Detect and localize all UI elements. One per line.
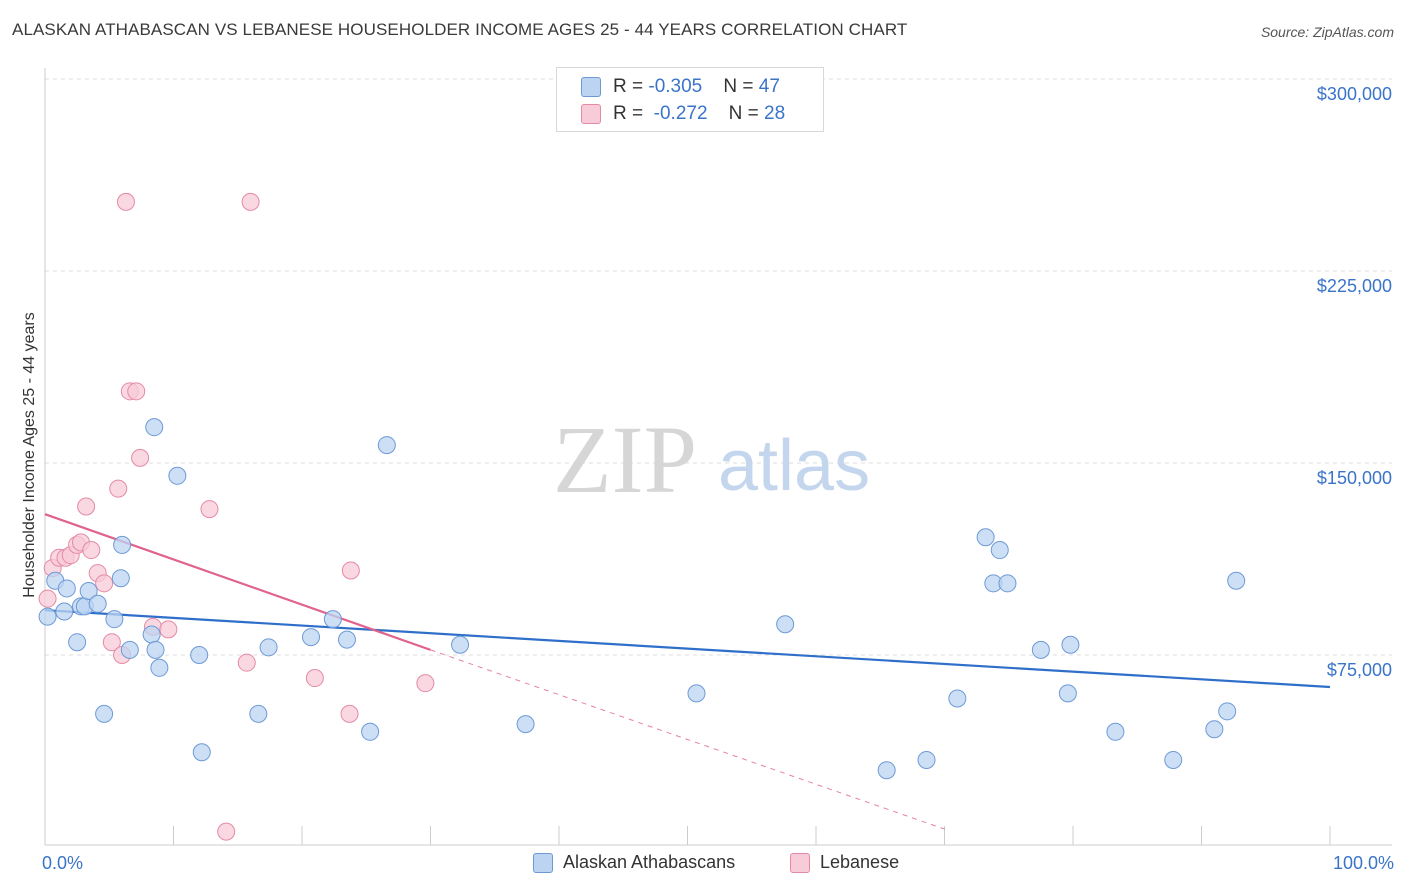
point-alaskan-athabascans [95,704,114,723]
point-lebanese [340,704,359,723]
data-points [38,192,1246,841]
point-alaskan-athabascans [142,625,161,644]
point-alaskan-athabascans [917,750,936,769]
trend-line-lebanese-extrapolated [430,649,945,830]
point-lebanese [102,633,121,652]
point-alaskan-athabascans [145,418,164,437]
point-alaskan-athabascans [150,658,169,677]
correlation-legend: R = -0.305 N = 47 R = -0.272 N = 28 [556,67,824,132]
watermark-zip: ZIP [553,406,697,513]
point-alaskan-athabascans [1218,702,1237,721]
legend-swatch-blue [581,77,601,97]
point-alaskan-athabascans [687,684,706,703]
point-lebanese [116,192,135,211]
point-alaskan-athabascans [1106,722,1125,741]
point-lebanese [200,500,219,519]
point-alaskan-athabascans [190,646,209,664]
legend-r-value: -0.272 [653,103,708,124]
bottom-legend-label-blue: Alaskan Athabascans [563,852,736,872]
point-alaskan-athabascans [1205,720,1224,739]
point-lebanese [159,620,178,639]
point-alaskan-athabascans [976,528,995,547]
point-lebanese [217,822,236,841]
trend-lines [44,513,1331,830]
point-alaskan-athabascans [249,704,268,723]
point-alaskan-athabascans [451,635,470,654]
point-alaskan-athabascans [301,628,320,647]
point-alaskan-athabascans [105,610,124,629]
watermark-atlas: atlas [718,426,870,506]
x-tick-label: 0.0% [42,853,83,873]
point-alaskan-athabascans [55,602,74,621]
point-lebanese [77,497,96,516]
point-alaskan-athabascans [146,640,165,659]
point-alaskan-athabascans [1058,684,1077,703]
point-alaskan-athabascans [948,689,967,708]
bottom-legend-swatch-pink [790,853,810,873]
legend-n-label: N = [723,76,759,97]
trend-line-alaskan-athabascans [44,609,1331,689]
x-tick-label: 100.0% [1333,853,1394,873]
trend-line-lebanese [44,513,431,651]
legend-n-label: N = [728,103,765,124]
point-lebanese [416,674,435,693]
point-lebanese [131,448,150,467]
point-alaskan-athabascans [361,722,380,741]
legend-swatch-pink [581,104,601,124]
point-lebanese [38,589,57,608]
point-lebanese [341,561,360,580]
watermark: ZIP atlas [553,406,870,513]
point-alaskan-athabascans [68,633,87,652]
chart-title: ALASKAN ATHABASCAN VS LEBANESE HOUSEHOLD… [12,20,908,39]
point-alaskan-athabascans [1227,571,1246,590]
point-alaskan-athabascans [877,761,896,780]
point-alaskan-athabascans [88,594,107,613]
point-alaskan-athabascans [337,630,356,649]
tick-labels: $75,000 $150,000 $225,000 $300,000 0.0% 100.0… [42,84,1394,873]
y-tick-label: $75,000 [1327,660,1392,680]
legend-n-value: 47 [758,76,780,97]
axes [44,68,1392,846]
point-alaskan-athabascans [38,607,57,626]
point-alaskan-athabascans [111,569,130,588]
point-alaskan-athabascans [57,579,76,598]
bottom-legend-label-pink: Lebanese [820,852,900,872]
point-lebanese [241,192,260,211]
legend-r-label: R = [613,76,649,97]
point-alaskan-athabascans [1061,635,1080,654]
point-alaskan-athabascans [192,743,211,762]
grid-lines [45,78,1392,656]
point-lebanese [127,382,146,401]
legend-n-value: 28 [764,103,786,124]
y-tick-label: $225,000 [1317,276,1392,296]
point-alaskan-athabascans [377,436,396,455]
point-alaskan-athabascans [776,615,795,634]
point-alaskan-athabascans [79,582,98,600]
point-alaskan-athabascans [516,715,535,734]
legend-text-pink: R = -0.272 N = 28 [613,103,785,125]
point-alaskan-athabascans [1031,640,1050,659]
point-lebanese [82,541,101,560]
point-lebanese [305,669,324,688]
source-label: Source: ZipAtlas.com [1260,24,1394,40]
legend-text-blue: R = -0.305 N = 47 [613,76,780,98]
point-alaskan-athabascans [113,535,132,554]
point-alaskan-athabascans [1164,750,1183,769]
bottom-legend-swatch-blue [533,853,553,873]
point-alaskan-athabascans [120,640,139,659]
legend-r-value: -0.305 [648,76,703,97]
point-lebanese [237,653,256,672]
point-lebanese [109,479,128,498]
point-lebanese [95,574,114,593]
point-alaskan-athabascans [990,541,1009,560]
legend-r-label: R = [613,103,649,124]
point-alaskan-athabascans [168,466,187,485]
y-tick-label: $150,000 [1317,468,1392,488]
point-alaskan-athabascans [323,610,342,629]
point-alaskan-athabascans [998,574,1017,593]
point-alaskan-athabascans [259,638,278,657]
y-tick-label: $300,000 [1317,84,1392,104]
